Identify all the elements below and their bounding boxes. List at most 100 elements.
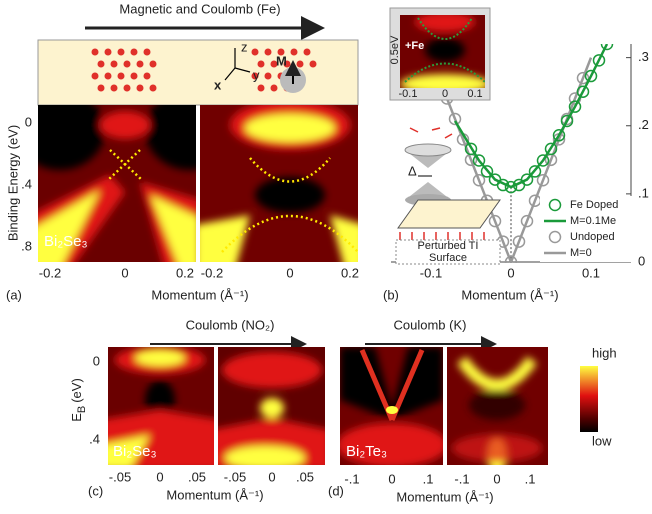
y-tick-label: 0 (25, 114, 32, 129)
data-point (504, 255, 518, 263)
panel-letter: (c) (88, 483, 103, 498)
data-point (496, 178, 510, 192)
atom (149, 84, 157, 92)
x-tick-label: -0.2 (39, 265, 61, 280)
data-point (472, 154, 486, 167)
atom (270, 84, 278, 92)
colorbar (580, 366, 598, 432)
axis-x: x (214, 77, 222, 92)
arpes-image (200, 105, 358, 262)
atom (290, 48, 298, 56)
inset-tick: 0.1 (467, 88, 482, 100)
y-tick-label: .3 (638, 49, 649, 64)
x-tick-label: -.05 (109, 469, 131, 484)
material-label: Bi₂Se₃ (113, 443, 157, 460)
arpes-image (108, 347, 214, 465)
y-tick-label: .2 (638, 117, 649, 132)
x-tick-label: -.1 (454, 471, 469, 486)
x-axis-label: Momentum (Å⁻¹) (166, 487, 263, 502)
atom (130, 72, 138, 80)
atom (104, 48, 112, 56)
data-point (576, 71, 590, 85)
atom (123, 60, 131, 68)
y-axis-label: EB(eV) (69, 378, 87, 422)
atom (143, 72, 151, 80)
y-tick-label: .4 (21, 176, 32, 191)
x-tick-label: 0 (286, 265, 293, 280)
data-point (552, 129, 566, 142)
atom (110, 60, 118, 68)
y-tick-label: .4 (89, 431, 100, 446)
schematic (37, 39, 359, 106)
atom (251, 72, 259, 80)
scale-low: low (592, 433, 612, 448)
x-axis-label: Momentum (Å⁻¹) (396, 489, 493, 504)
data-point (600, 44, 614, 51)
gap-label: Δ (408, 163, 417, 178)
inset-label: +Fe (405, 40, 424, 52)
data-point (560, 114, 574, 128)
inset-image (400, 15, 485, 88)
data-point (520, 173, 534, 186)
x-tick-label: 0 (493, 471, 500, 486)
x-tick-label: -.1 (344, 471, 359, 486)
x-tick-label: 0.1 (582, 265, 600, 280)
atom (309, 60, 317, 68)
atom (277, 48, 285, 56)
y-tick-label: 0 (93, 353, 100, 368)
data-point (576, 85, 590, 98)
atom (130, 48, 138, 56)
data-point (536, 174, 550, 187)
x-tick-label: 0.2 (341, 265, 359, 280)
arpes-image (218, 347, 325, 465)
x-tick-label: .1 (423, 471, 434, 486)
inset-tick: -0.1 (399, 88, 418, 100)
x-axis-label: Momentum (Å⁻¹) (151, 287, 248, 302)
legend-swatch (548, 198, 562, 212)
legend-label: M=0.1Me (570, 215, 616, 227)
atom (91, 72, 99, 80)
moment-label: M (276, 53, 287, 68)
data-point (536, 154, 550, 167)
inset-energy: 0.5eV (389, 35, 401, 64)
legend-label: M=0 (570, 247, 592, 259)
atom (91, 48, 99, 56)
atom (97, 60, 105, 68)
data-point (504, 180, 518, 194)
data-point (568, 100, 582, 113)
plot-area (429, 44, 614, 263)
data-point (584, 69, 598, 83)
atom (136, 84, 144, 92)
atom (303, 48, 311, 56)
surface-label: Surface (429, 252, 467, 264)
x-tick-label: -0.1 (420, 265, 442, 280)
arpes-image (340, 347, 443, 465)
atom (264, 72, 272, 80)
axes-glyph (224, 48, 251, 81)
legend: Fe Doped M=0.1Me Undoped M=0 (540, 196, 632, 262)
data-point (592, 54, 606, 67)
y-tick-label: 0 (638, 253, 645, 268)
atom (117, 48, 125, 56)
data-point (512, 235, 526, 248)
data-point (488, 214, 502, 228)
axis-z: z (241, 39, 248, 54)
atom (110, 84, 118, 92)
atom (251, 48, 259, 56)
x-axis-label: Momentum (Å⁻¹) (461, 287, 558, 302)
x-tick-label: -.05 (224, 469, 246, 484)
y-tick-label: .1 (638, 185, 649, 200)
legend-label: Fe Doped (570, 199, 618, 211)
inset-tick: 0 (442, 88, 448, 100)
x-tick-label: 0 (121, 265, 128, 280)
x-tick-label: 0 (268, 469, 275, 484)
x-tick-label: 0 (388, 471, 395, 486)
atom (264, 48, 272, 56)
x-tick-label: 0 (156, 469, 163, 484)
legend-swatch (548, 230, 562, 244)
x-tick-label: .05 (188, 469, 206, 484)
scale-high: high (592, 345, 617, 360)
panel-letter: (a) (6, 287, 22, 302)
